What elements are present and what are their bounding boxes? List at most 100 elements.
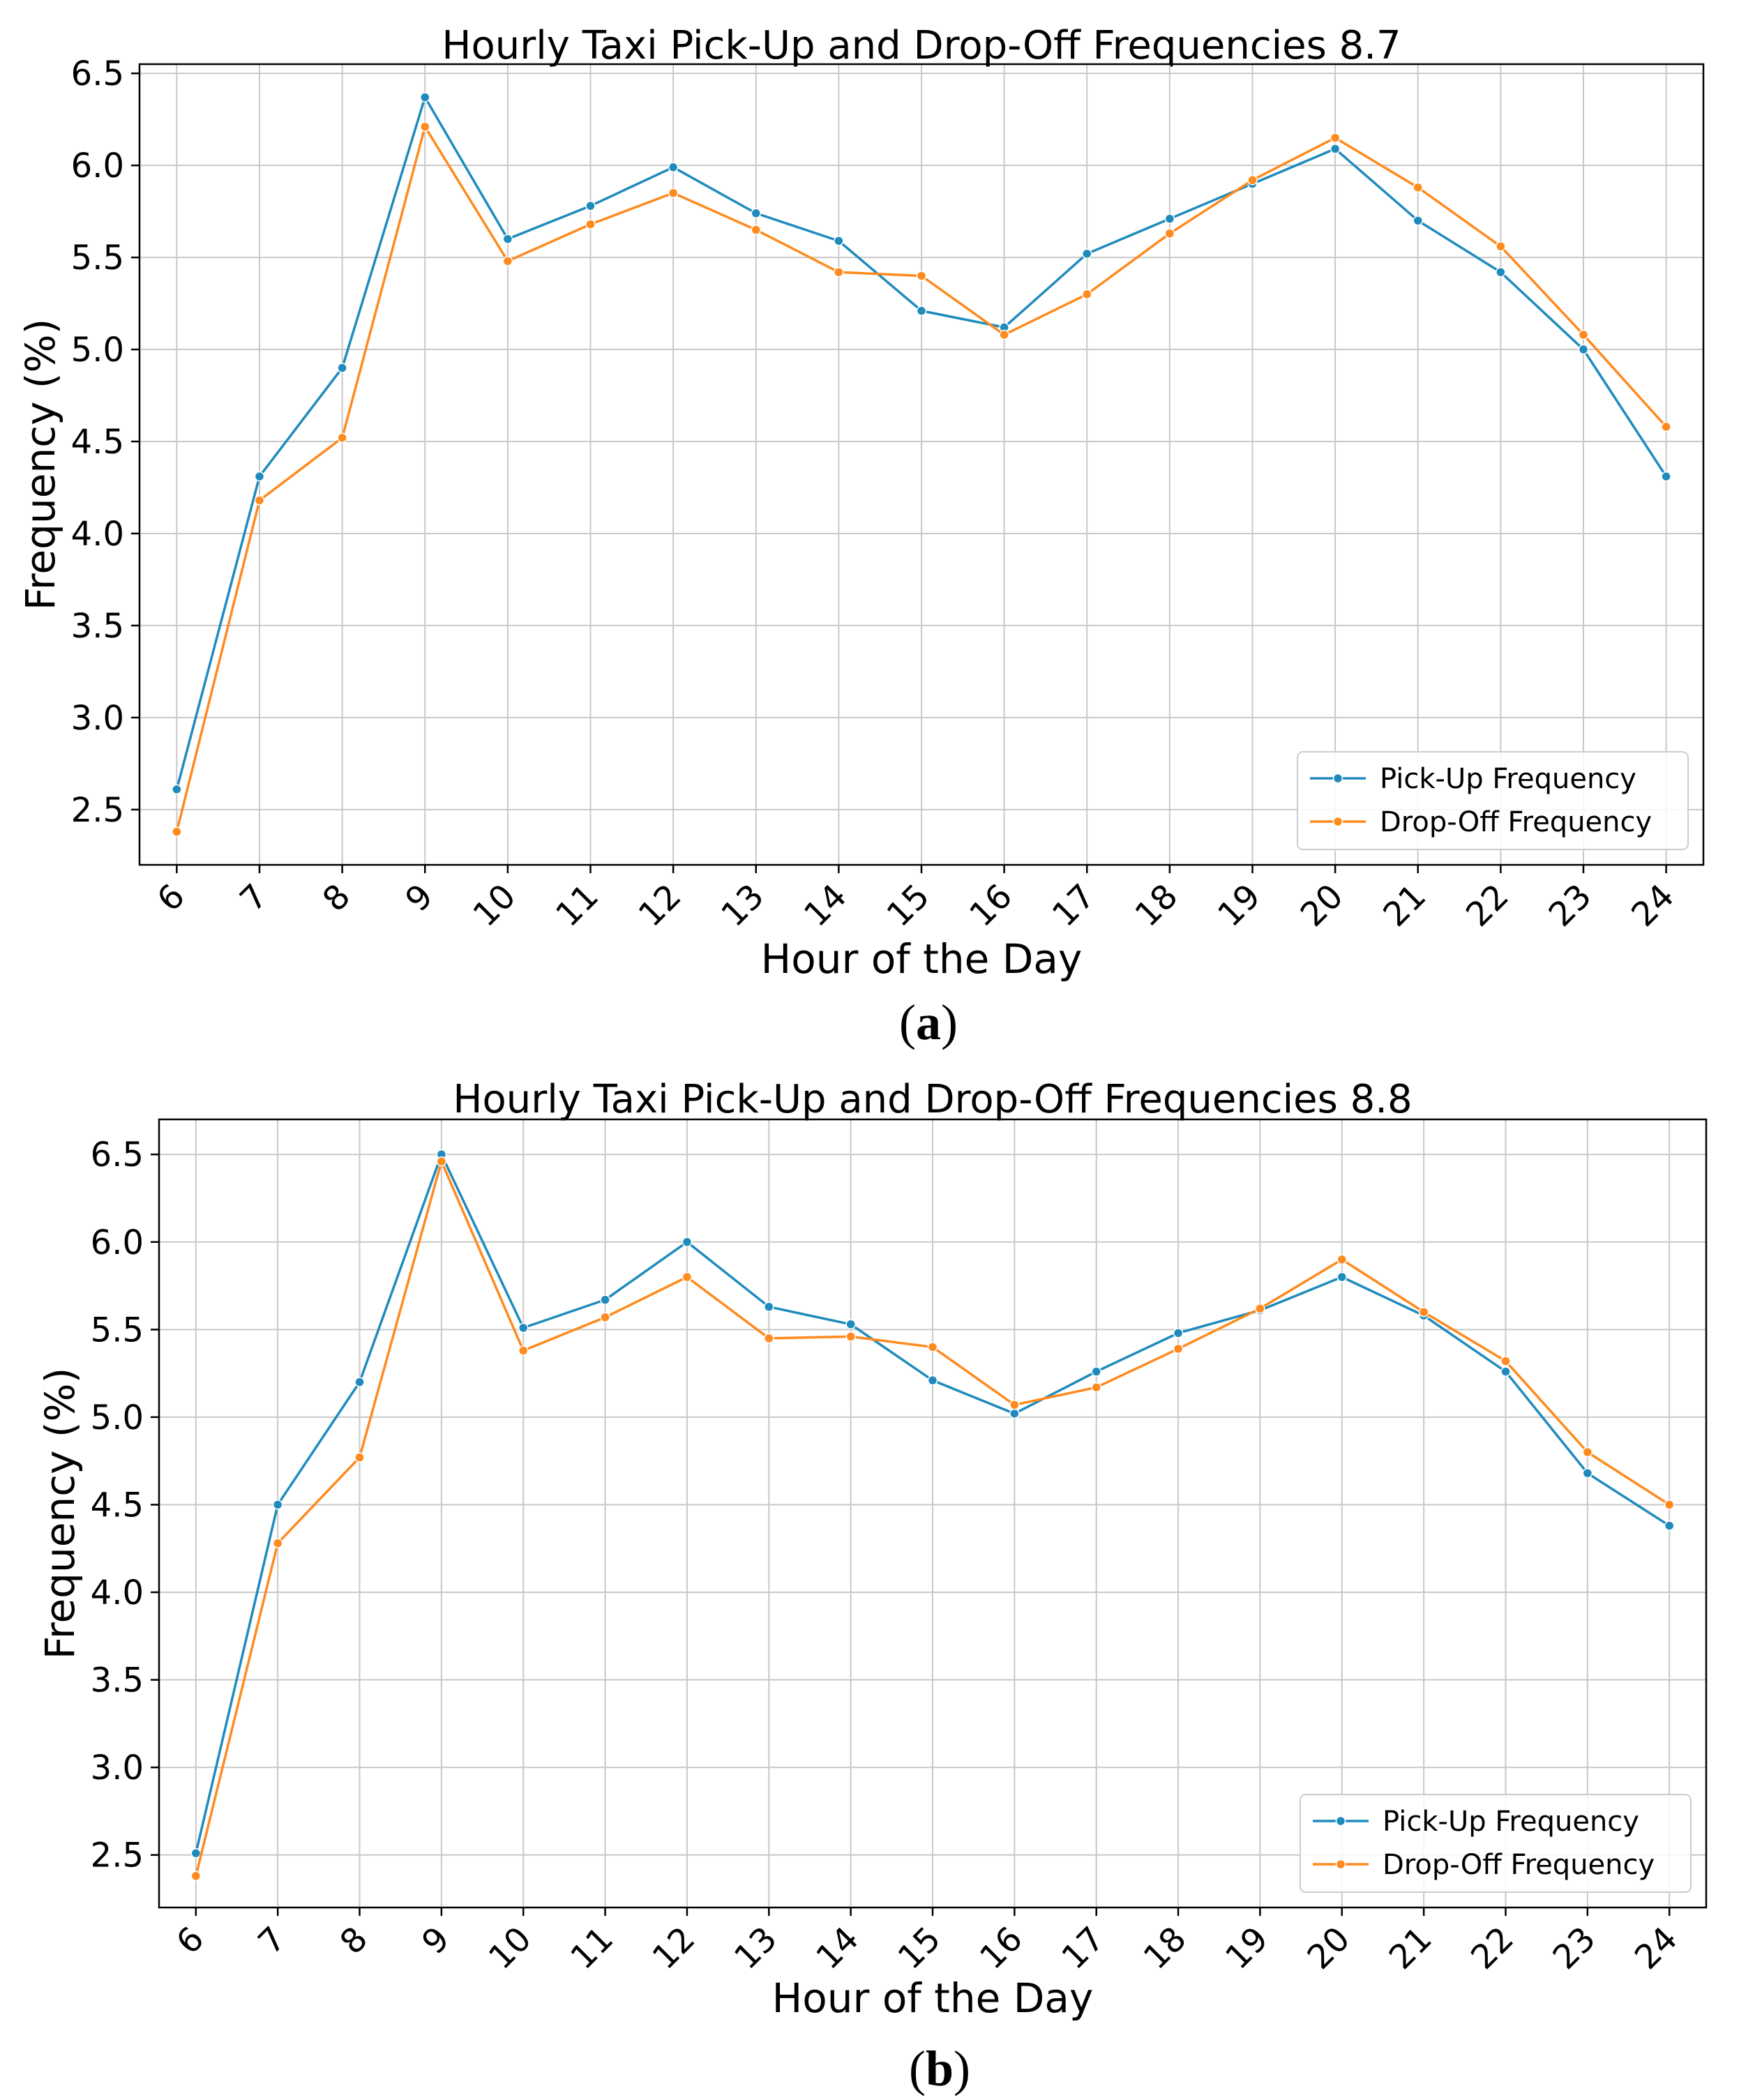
data-point-pickup xyxy=(354,1377,365,1387)
data-point-dropoff xyxy=(834,266,844,278)
chart-title: Hourly Taxi Pick-Up and Drop-Off Frequen… xyxy=(453,1077,1412,1122)
data-point-dropoff xyxy=(254,495,265,506)
y-tick-label: 6.5 xyxy=(91,1135,144,1174)
data-point-pickup xyxy=(1582,1467,1593,1479)
data-point-dropoff xyxy=(1500,1356,1511,1366)
data-point-dropoff xyxy=(272,1538,283,1548)
data-point-pickup xyxy=(682,1237,693,1248)
legend-label-dropoff: Drop-Off Frequency xyxy=(1380,806,1652,838)
panel-caption: (a) xyxy=(899,995,958,1050)
data-point-pickup xyxy=(518,1322,529,1334)
panel-caption: (b) xyxy=(909,2041,970,2097)
data-point-dropoff xyxy=(1582,1446,1593,1458)
data-point-dropoff xyxy=(1091,1382,1101,1393)
data-point-pickup xyxy=(337,363,347,373)
data-point-pickup xyxy=(600,1294,610,1305)
data-point-dropoff xyxy=(751,225,762,235)
y-tick-label: 3.5 xyxy=(71,607,124,646)
data-point-pickup xyxy=(764,1301,774,1312)
data-point-pickup xyxy=(172,784,182,795)
data-point-dropoff xyxy=(1247,175,1258,186)
legend: Pick-Up Frequency Drop-Off Frequency xyxy=(1300,1794,1692,1893)
y-tick-label: 5.5 xyxy=(71,239,124,278)
data-point-dropoff xyxy=(845,1331,856,1342)
data-point-dropoff xyxy=(1578,329,1589,340)
legend-label-dropoff: Drop-Off Frequency xyxy=(1383,1849,1655,1881)
data-point-dropoff xyxy=(518,1345,529,1356)
caption-letter: a xyxy=(916,995,941,1050)
data-point-pickup xyxy=(1413,216,1423,226)
y-tick-label: 4.0 xyxy=(71,515,124,554)
y-tick-label: 6.0 xyxy=(91,1223,144,1262)
legend-marker-dropoff xyxy=(1332,816,1343,827)
data-point-dropoff xyxy=(764,1333,774,1344)
data-point-dropoff xyxy=(1164,228,1175,239)
data-point-dropoff xyxy=(682,1271,693,1283)
data-point-pickup xyxy=(1009,1408,1020,1419)
data-point-dropoff xyxy=(190,1871,202,1882)
data-point-dropoff xyxy=(354,1452,365,1463)
data-point-dropoff xyxy=(585,219,596,229)
data-point-dropoff xyxy=(502,256,513,266)
y-tick-label: 4.5 xyxy=(71,423,124,462)
data-point-dropoff xyxy=(1661,421,1671,432)
y-tick-label: 2.5 xyxy=(91,1836,144,1875)
legend-box xyxy=(1297,751,1689,850)
legend-marker-pickup xyxy=(1335,1815,1346,1827)
y-tick-label: 3.0 xyxy=(71,699,124,738)
data-point-pickup xyxy=(502,234,513,244)
legend: Pick-Up Frequency Drop-Off Frequency xyxy=(1297,751,1689,850)
data-point-pickup xyxy=(1173,1328,1184,1338)
legend-label-pickup: Pick-Up Frequency xyxy=(1383,1806,1639,1838)
data-point-pickup xyxy=(751,208,762,219)
data-point-dropoff xyxy=(1330,133,1341,143)
x-axis-label: Hour of the Day xyxy=(761,935,1083,983)
caption-letter: b xyxy=(926,2041,954,2097)
data-point-dropoff xyxy=(1413,182,1423,193)
data-point-pickup xyxy=(190,1848,202,1859)
legend-label-pickup: Pick-Up Frequency xyxy=(1380,763,1636,795)
data-point-pickup xyxy=(845,1319,856,1330)
y-axis-label: Frequency (%) xyxy=(17,319,64,610)
data-point-dropoff xyxy=(1418,1306,1429,1317)
data-point-dropoff xyxy=(1009,1400,1020,1410)
data-point-pickup xyxy=(272,1500,283,1510)
data-point-pickup xyxy=(1500,1366,1511,1377)
data-point-pickup xyxy=(585,200,596,211)
data-point-pickup xyxy=(1661,471,1671,482)
y-axis-label: Frequency (%) xyxy=(36,1368,84,1659)
data-point-dropoff xyxy=(916,271,927,281)
x-axis-label: Hour of the Day xyxy=(772,1974,1094,2022)
data-point-pickup xyxy=(1578,344,1589,355)
data-point-pickup xyxy=(1496,266,1506,278)
data-point-pickup xyxy=(1081,248,1092,259)
data-point-pickup xyxy=(668,162,679,173)
data-point-dropoff xyxy=(927,1342,938,1352)
data-point-pickup xyxy=(916,305,927,316)
data-point-dropoff xyxy=(436,1156,447,1167)
data-point-dropoff xyxy=(1336,1254,1348,1265)
data-point-dropoff xyxy=(1664,1500,1675,1510)
chart-title: Hourly Taxi Pick-Up and Drop-Off Frequen… xyxy=(442,23,1401,68)
data-point-pickup xyxy=(1664,1520,1675,1531)
data-point-dropoff xyxy=(1496,241,1506,252)
data-point-dropoff xyxy=(999,329,1009,340)
y-tick-label: 3.5 xyxy=(91,1661,144,1700)
legend-box xyxy=(1300,1794,1692,1893)
data-point-dropoff xyxy=(1255,1303,1265,1314)
y-tick-label: 4.0 xyxy=(91,1573,144,1612)
y-tick-label: 6.0 xyxy=(71,146,124,186)
data-point-pickup xyxy=(254,471,265,482)
caption-close: ) xyxy=(941,995,958,1050)
data-point-pickup xyxy=(1091,1366,1101,1377)
caption-close: ) xyxy=(954,2041,970,2097)
y-tick-label: 5.0 xyxy=(71,331,124,370)
y-tick-label: 5.5 xyxy=(91,1310,144,1350)
data-point-dropoff xyxy=(337,432,347,443)
data-point-dropoff xyxy=(668,188,679,198)
caption-open: ( xyxy=(909,2041,926,2097)
data-point-pickup xyxy=(1330,144,1341,154)
data-point-pickup xyxy=(1336,1271,1348,1283)
